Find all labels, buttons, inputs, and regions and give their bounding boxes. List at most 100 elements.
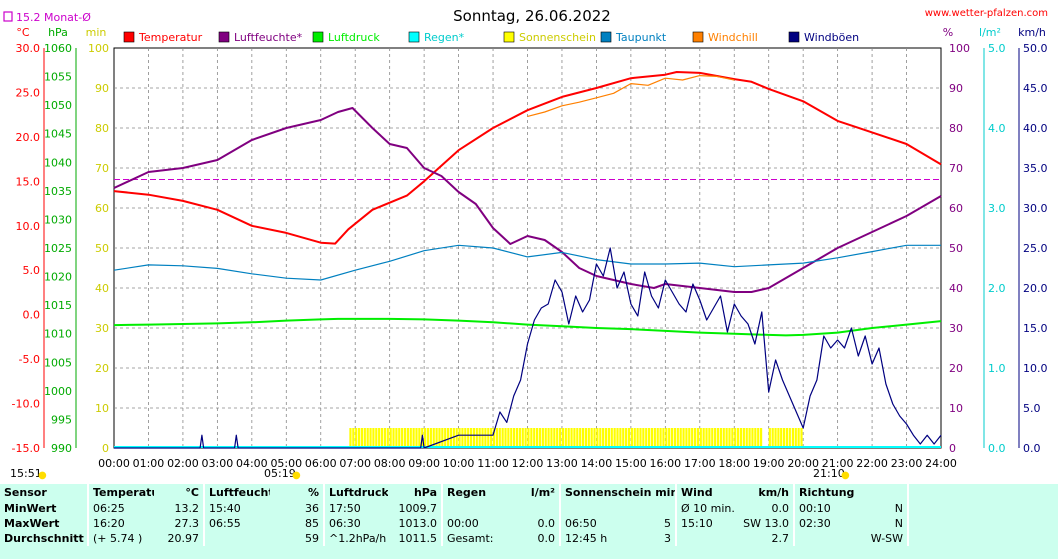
temp-time: 06:25	[87, 501, 154, 516]
hum-value: 36	[305, 502, 319, 515]
sunshine-bar	[441, 428, 444, 447]
temp-time: (+ 5.74 )	[87, 531, 154, 546]
chart-axes: 00:00 01:00 02:00 03:00 04:00 05:00 06:00 07:00…	[12, 42, 1048, 470]
sunshine-bar	[627, 428, 631, 447]
sunshine-bar	[490, 428, 493, 447]
legend-swatch	[312, 31, 324, 43]
sunshine-bar	[685, 428, 688, 447]
temp-header: Temperatur	[87, 484, 154, 501]
pressure-tick-label: 1055	[44, 71, 72, 84]
sunshine-bar	[507, 428, 510, 447]
sun-time: 12:45 h	[559, 531, 624, 546]
humidity_percent-tick-label: 40	[949, 282, 963, 295]
x-tick-label: 20:00	[787, 457, 819, 470]
sunshine-bar	[679, 428, 682, 447]
sunshine-bar	[693, 428, 697, 447]
sunshine-bar	[553, 428, 556, 447]
x-tick-label: 03:00	[202, 457, 234, 470]
sunshine-bar	[435, 428, 438, 447]
press-value: 1011.5	[398, 532, 438, 545]
summary-table: Sensor Temperatur °C Luftfeuchte % Luftd…	[0, 484, 1058, 546]
sunshine-bar	[593, 428, 596, 447]
sunshine_minutes-tick-label: 80	[95, 122, 109, 135]
sunshine-bar	[372, 428, 375, 447]
sunshine-bar	[401, 428, 404, 447]
sun-time	[559, 501, 624, 516]
sunshine-bar	[800, 428, 803, 447]
temp-value: 27.3	[174, 517, 200, 530]
x-tick-label: 21:00	[822, 457, 854, 470]
humidity_percent-tick-label: 70	[949, 162, 963, 175]
site-link[interactable]: www.wetter-pfalzen.com	[925, 8, 1048, 19]
sunshine-bar	[782, 428, 786, 447]
sunshine-bar	[478, 428, 481, 447]
sunshine_minutes-tick-label: 40	[95, 282, 109, 295]
sunshine-bar	[573, 428, 576, 447]
series-taupunkt	[113, 244, 941, 281]
x-tick-label: 22:00	[856, 457, 888, 470]
pressure-tick-label: 1040	[44, 156, 72, 169]
sunshine-bar	[412, 428, 415, 447]
pressure-tick-label: 1060	[44, 42, 72, 55]
sunshine-bar	[596, 428, 599, 447]
sunshine-bar	[424, 428, 427, 447]
sunshine-bar	[406, 428, 409, 447]
x-tick-label: 06:00	[305, 457, 337, 470]
sunshine-bar	[501, 428, 504, 447]
sunshine-bar	[696, 428, 700, 447]
sunshine-bar	[446, 428, 450, 447]
wind-value: 0.0	[771, 502, 790, 515]
sunshine_minutes-tick-label: 0	[102, 442, 109, 455]
sunshine-bar	[579, 428, 582, 447]
sunshine-bar	[642, 428, 645, 447]
sunshine-bar	[604, 428, 608, 447]
sunshine-bar	[530, 428, 533, 447]
unit-rain: l/m²	[979, 26, 1001, 39]
legend-swatch	[788, 31, 800, 43]
sunshine-bar	[650, 428, 654, 447]
sunshine-bar	[711, 428, 714, 447]
wind-value: SW 13.0	[743, 517, 790, 530]
wind-tick-label: 0.0	[1023, 442, 1041, 455]
sunshine-bar	[688, 428, 691, 447]
sunshine-bar	[461, 428, 464, 447]
sunshine-bar	[780, 428, 783, 447]
sunshine_minutes-tick-label: 70	[95, 162, 109, 175]
humidity_percent-tick-label: 50	[949, 242, 963, 255]
dir-time	[793, 531, 851, 546]
sunshine-bar	[556, 428, 559, 447]
sunshine-bar	[378, 428, 381, 447]
sunshine-bar	[673, 428, 677, 447]
hum-time	[203, 531, 270, 546]
summary-header-row: Sensor Temperatur °C Luftfeuchte % Luftd…	[0, 484, 1058, 501]
sunshine-bar	[676, 428, 679, 447]
x-tick-label: 16:00	[649, 457, 681, 470]
temperature-tick-label: -10.0	[12, 398, 40, 411]
sunshine-bar	[584, 428, 588, 447]
sunshine-bar	[653, 428, 656, 447]
weather-chart: 00:00 01:00 02:00 03:00 04:00 05:00 06:00 07:00…	[3, 7, 1048, 481]
sunshine_minutes-tick-label: 20	[95, 362, 109, 375]
rain-tick-label: 4.0	[988, 122, 1006, 135]
dir-value: N	[894, 502, 904, 515]
sunshine-bar	[665, 428, 668, 447]
sunshine-bar	[510, 428, 513, 447]
sunshine-bar	[751, 428, 754, 447]
sunshine-bar	[369, 428, 372, 447]
sunshine_minutes-tick-label: 100	[88, 42, 109, 55]
sunshine-bar	[469, 428, 473, 447]
sunshine-bar	[481, 428, 484, 447]
sunshine-bar	[794, 428, 797, 447]
sunshine-bar	[535, 428, 539, 447]
x-tick-label: 24:00	[925, 457, 957, 470]
series-windböen	[114, 247, 942, 449]
sunshine-bar	[748, 428, 751, 447]
legend-item: Sonnenschein	[503, 31, 596, 44]
unit-percent: %	[943, 26, 953, 39]
rain-time: 00:00	[441, 516, 508, 531]
sunshine-bar	[389, 428, 392, 447]
series-luftfeuchte	[113, 107, 942, 293]
sunshine-bar	[691, 428, 694, 447]
sunshine-bar	[366, 428, 369, 447]
rain-tick-label: 2.0	[988, 282, 1006, 295]
